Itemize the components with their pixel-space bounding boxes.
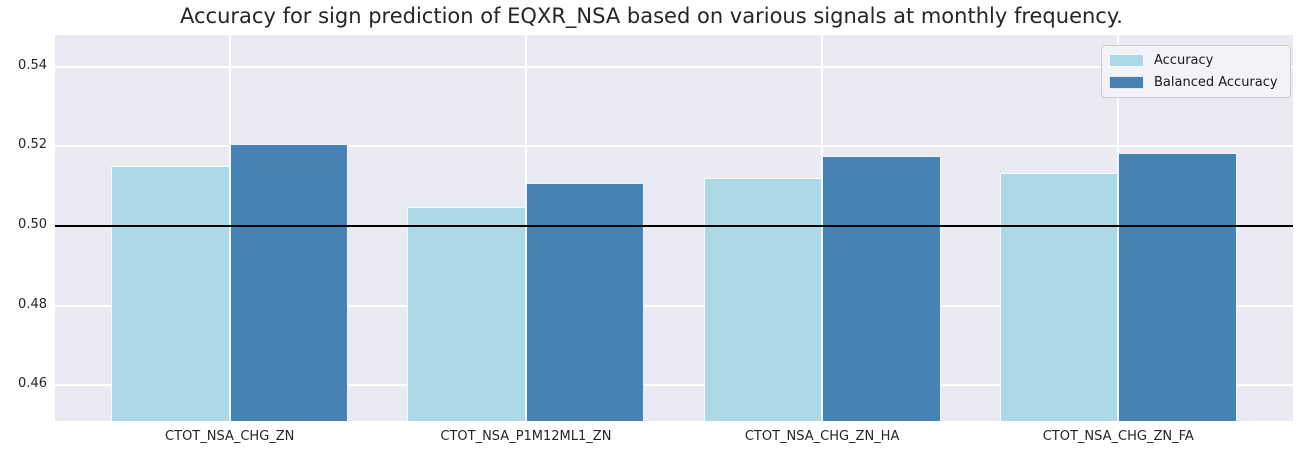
bar bbox=[999, 173, 1119, 421]
y-gridline bbox=[55, 65, 1293, 68]
x-tick-label: CTOT_NSA_CHG_ZN_FA bbox=[1042, 429, 1194, 444]
reference-line bbox=[55, 225, 1293, 227]
legend-label: Accuracy bbox=[1154, 53, 1214, 68]
y-gridline bbox=[55, 384, 1293, 387]
bar bbox=[407, 206, 526, 421]
y-gridline bbox=[55, 145, 1293, 148]
y-gridline bbox=[55, 304, 1293, 307]
bar bbox=[229, 144, 349, 421]
y-tick-label: 0.50 bbox=[18, 217, 47, 232]
x-tick-label: CTOT_NSA_P1M12ML1_ZN bbox=[440, 429, 612, 444]
y-tick-label: 0.52 bbox=[18, 137, 47, 153]
bar bbox=[703, 178, 823, 421]
legend-label: Balanced Accuracy bbox=[1154, 75, 1278, 90]
legend: Accuracy Balanced Accuracy bbox=[1101, 45, 1291, 98]
x-tick-label: CTOT_NSA_CHG_ZN_HA bbox=[744, 429, 900, 444]
chart-title: Accuracy for sign prediction of EQXR_NSA… bbox=[180, 4, 1123, 28]
y-tick-label: 0.46 bbox=[18, 376, 47, 392]
y-tick-label: 0.48 bbox=[18, 296, 47, 312]
legend-item: Balanced Accuracy bbox=[1109, 73, 1278, 92]
legend-item: Accuracy bbox=[1109, 51, 1278, 70]
bar bbox=[111, 166, 230, 421]
x-tick-label: CTOT_NSA_CHG_ZN bbox=[165, 429, 295, 444]
bar bbox=[1118, 153, 1237, 421]
bar bbox=[822, 155, 941, 421]
bar bbox=[525, 183, 645, 421]
y-tick-label: 0.54 bbox=[18, 57, 47, 73]
legend-swatch bbox=[1109, 76, 1144, 89]
legend-swatch bbox=[1109, 54, 1144, 67]
